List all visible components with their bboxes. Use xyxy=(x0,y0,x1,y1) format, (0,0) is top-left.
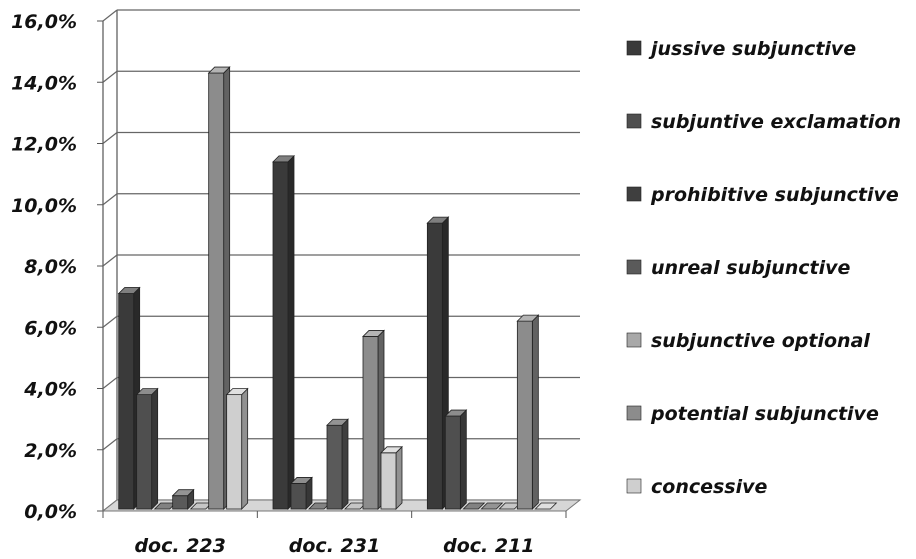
bar-front xyxy=(208,72,225,510)
bar-side xyxy=(241,387,249,510)
y-tick-label: 10,0% xyxy=(11,195,77,217)
legend-swatch xyxy=(626,40,642,56)
bar xyxy=(171,488,195,510)
bar-top xyxy=(272,155,295,163)
bar-front xyxy=(444,415,461,510)
bar-top xyxy=(516,314,540,322)
y-tick-label: 6,0% xyxy=(24,317,77,339)
bar-front xyxy=(426,222,443,510)
bar-top xyxy=(135,388,159,396)
bar-front xyxy=(362,336,379,510)
bar xyxy=(207,66,231,510)
bar xyxy=(272,154,295,510)
legend-label: subjuntive exclamation xyxy=(651,111,901,133)
bar-top xyxy=(462,502,486,510)
legend-label: concessive xyxy=(651,476,768,498)
bar xyxy=(516,314,540,510)
bar-side xyxy=(287,154,295,510)
legend-item: subjunctive optional xyxy=(626,330,870,352)
bar-front xyxy=(118,293,135,510)
bar-top xyxy=(380,446,403,454)
gridline-depth xyxy=(102,70,118,83)
bar-front xyxy=(516,320,533,510)
bar-top xyxy=(225,388,249,396)
y-tick-label: 8,0% xyxy=(24,256,77,278)
bar-top xyxy=(534,502,558,510)
bar-front xyxy=(272,161,289,510)
legend-swatch xyxy=(626,186,642,202)
bar xyxy=(444,409,468,510)
y-tick-label: 12,0% xyxy=(11,134,77,156)
bar-top xyxy=(444,409,468,417)
bar-top xyxy=(171,489,195,497)
bar-front xyxy=(226,394,243,510)
bar-front xyxy=(326,424,343,510)
bar-side xyxy=(341,418,349,510)
bar-side xyxy=(151,387,159,510)
bar-side xyxy=(459,409,467,510)
x-axis: doc. 223 doc. 231 doc. 211 xyxy=(102,511,567,557)
legend-swatch xyxy=(626,332,642,348)
gridline-depth xyxy=(102,315,118,328)
gridline-depth xyxy=(102,9,118,22)
bar xyxy=(326,418,349,510)
bar-front xyxy=(380,452,397,510)
bar-top xyxy=(362,330,385,337)
bar-top xyxy=(117,287,141,294)
bar xyxy=(135,387,159,510)
y-tick-label: 14,0% xyxy=(11,72,77,94)
bars xyxy=(117,66,558,510)
bar-front xyxy=(136,394,153,510)
legend-item: potential subjunctive xyxy=(626,403,879,425)
y-tick-label: 4,0% xyxy=(23,379,77,401)
gridline-depth xyxy=(102,193,118,206)
gridline-depth xyxy=(102,132,118,144)
bar-side xyxy=(395,445,403,510)
bar-top xyxy=(326,418,349,426)
x-tick-label: doc. 223 xyxy=(134,535,225,557)
gridline-depth xyxy=(102,377,118,389)
bar xyxy=(480,502,504,510)
legend-item: unreal subjunctive xyxy=(626,257,851,279)
y-tick-label: 0,0% xyxy=(24,501,77,523)
bar-front xyxy=(172,495,189,510)
legend-label: subjunctive optional xyxy=(651,330,870,352)
legend-swatch xyxy=(626,113,642,129)
bar-front xyxy=(290,483,307,510)
x-tick-label: doc. 231 xyxy=(289,535,380,557)
x-tick-label: doc. 211 xyxy=(443,535,534,557)
bar xyxy=(380,445,403,510)
legend-item: subjuntive exclamation xyxy=(626,111,901,133)
bar-side xyxy=(531,314,539,510)
bar-top xyxy=(290,477,313,484)
legend-label: jussive subjunctive xyxy=(648,38,856,60)
y-axis: 0,0% 2,0% 4,0% 6,0% 8,0% 10,0% 12,0% 14,0% 16,0% xyxy=(11,11,103,523)
legend-label: unreal subjunctive xyxy=(651,257,851,279)
gridline-depth xyxy=(102,438,118,451)
bar xyxy=(462,502,486,510)
legend-item: prohibitive subjunctive xyxy=(626,184,899,206)
legend-label: potential subjunctive xyxy=(650,403,879,425)
y-tick-label: 16,0% xyxy=(11,11,77,33)
bar-top xyxy=(207,66,231,74)
bar-top xyxy=(426,216,450,224)
bar xyxy=(290,476,313,510)
legend-swatch xyxy=(626,259,642,275)
gridlines xyxy=(102,9,580,512)
bar xyxy=(225,387,249,510)
bar-top xyxy=(480,502,504,510)
legend-swatch xyxy=(626,405,642,421)
y-tick-label: 2,0% xyxy=(24,440,77,462)
legend-item: jussive subjunctive xyxy=(626,38,856,60)
legend-swatch xyxy=(626,478,642,494)
legend-item: concessive xyxy=(626,476,768,498)
bar xyxy=(534,502,558,510)
legend: jussive subjunctive subjuntive exclamatio… xyxy=(626,38,901,498)
gridline-depth xyxy=(102,254,118,267)
legend-label: prohibitive subjunctive xyxy=(650,184,899,206)
